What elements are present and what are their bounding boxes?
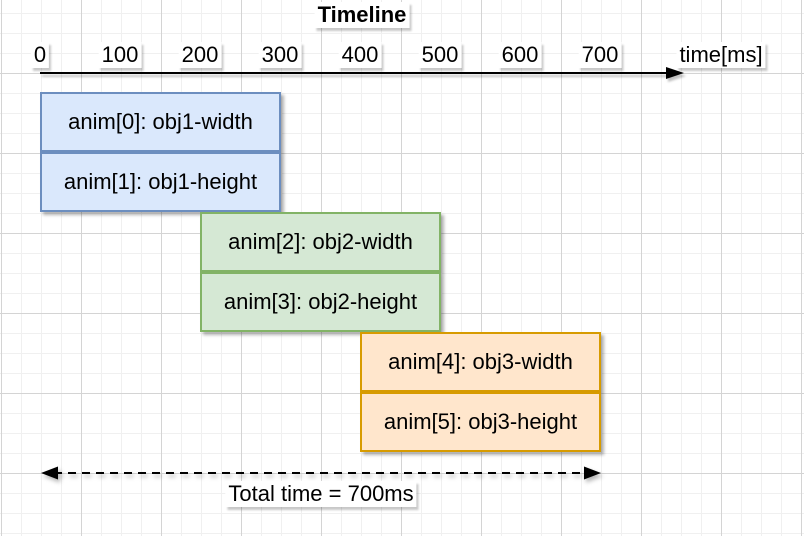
total-time-text: Total time = 700ms — [225, 481, 417, 508]
timeline-bar-anim4: anim[4]: obj3-width — [360, 332, 601, 392]
axis-tick-label-300: 300 — [258, 42, 302, 69]
axis-tick-label-100: 100 — [98, 42, 142, 69]
arrowhead-left — [41, 466, 58, 480]
axis-tick-label-700: 700 — [578, 42, 622, 69]
axis-tick-label-0: 0 — [30, 42, 50, 69]
time-axis-line — [40, 72, 668, 74]
axis-tick-text: 500 — [418, 42, 462, 69]
timeline-bar-anim2: anim[2]: obj2-width — [200, 212, 441, 272]
timeline-bar-anim0: anim[0]: obj1-width — [40, 92, 281, 152]
total-time-label: Total time = 700ms — [225, 481, 417, 508]
timeline-bar-anim1: anim[1]: obj1-height — [40, 152, 281, 212]
axis-tick-text: 600 — [498, 42, 542, 69]
timeline-bar-anim5: anim[5]: obj3-height — [360, 392, 601, 452]
diagram-title: Timeline — [314, 2, 410, 29]
timeline-bar-anim3: anim[3]: obj2-height — [200, 272, 441, 332]
timeline-bar-label: anim[0]: obj1-width — [68, 109, 253, 134]
axis-tick-label-500: 500 — [418, 42, 462, 69]
axis-tick-text: 400 — [338, 42, 382, 69]
total-duration-arrow — [41, 466, 601, 480]
axis-unit-text: time[ms] — [676, 42, 766, 69]
time-axis-arrowhead — [666, 67, 684, 79]
arrowhead-right — [584, 466, 601, 480]
axis-unit-label: time[ms] — [676, 42, 766, 69]
diagram-title-text: Timeline — [314, 2, 410, 29]
axis-tick-text: 0 — [30, 42, 50, 69]
timeline-bar-label: anim[1]: obj1-height — [63, 169, 258, 194]
axis-tick-text: 100 — [98, 42, 142, 69]
axis-tick-text: 300 — [258, 42, 302, 69]
timeline-bar-label: anim[4]: obj3-width — [388, 349, 573, 374]
axis-tick-text: 700 — [578, 42, 622, 69]
timeline-bar-label: anim[5]: obj3-height — [383, 409, 578, 434]
axis-tick-label-200: 200 — [178, 42, 222, 69]
axis-tick-label-600: 600 — [498, 42, 542, 69]
timeline-bar-label: anim[2]: obj2-width — [228, 229, 413, 254]
axis-tick-text: 200 — [178, 42, 222, 69]
timeline-bar-label: anim[3]: obj2-height — [223, 289, 418, 314]
axis-tick-label-400: 400 — [338, 42, 382, 69]
